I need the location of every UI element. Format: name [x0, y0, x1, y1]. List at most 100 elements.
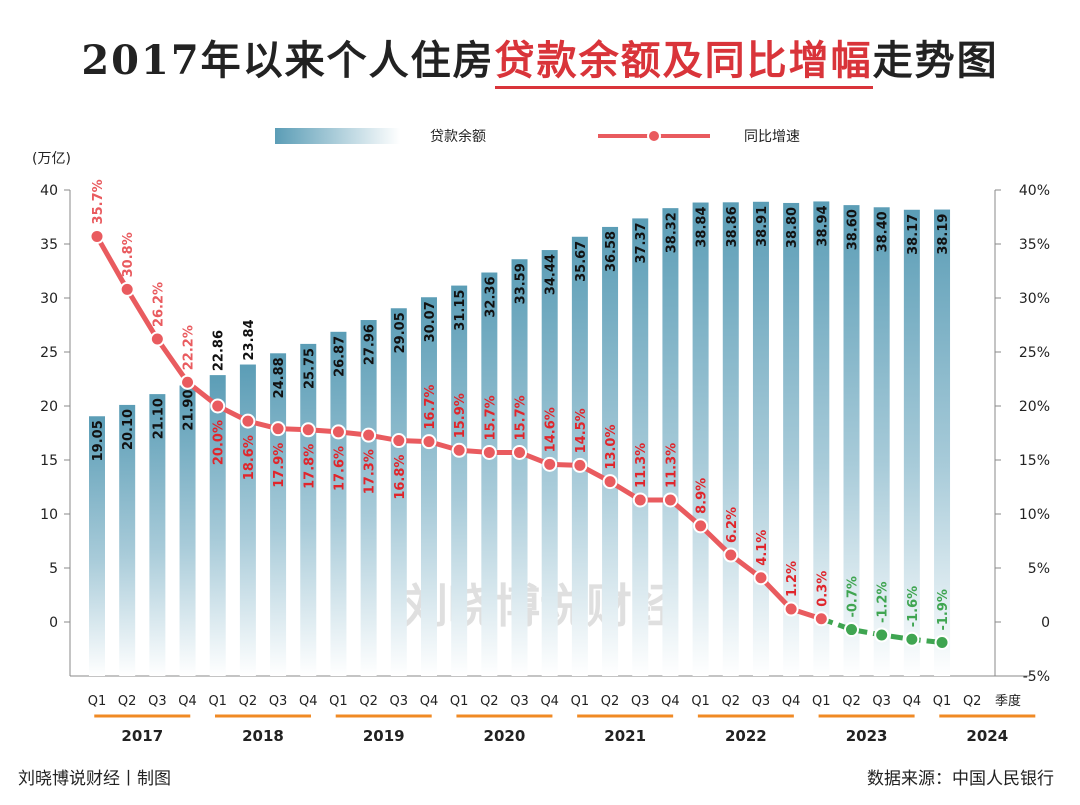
bar-value-label: 21.90: [182, 389, 197, 430]
growth-value-label: 0.3%: [815, 571, 830, 607]
bar-value-label: 32.36: [483, 277, 498, 318]
year-label: 2022: [725, 727, 767, 745]
growth-marker: [89, 228, 105, 244]
legend-bar-label: 贷款余额: [430, 128, 486, 145]
growth-value-label: 4.1%: [755, 530, 770, 566]
growth-marker: [300, 422, 316, 438]
growth-marker: [632, 492, 648, 508]
growth-marker: [542, 456, 558, 472]
growth-value-label: 35.7%: [91, 179, 106, 224]
growth-value-label: 15.9%: [453, 393, 468, 438]
growth-value-label: 14.5%: [574, 408, 589, 453]
growth-marker: [572, 457, 588, 473]
bar-value-label: 38.60: [846, 209, 861, 250]
bar-value-label: 30.07: [423, 301, 438, 342]
growth-marker: [753, 570, 769, 586]
quarter-label: Q3: [872, 694, 891, 709]
bar-value-label: 22.86: [212, 330, 227, 371]
growth-value-label: 26.2%: [151, 282, 166, 327]
quarter-label: Q3: [752, 694, 771, 709]
left-tick-label: 5: [49, 561, 58, 577]
legend-line-label: 同比增速: [744, 129, 800, 145]
bar: [813, 201, 830, 676]
bar-value-label: 20.10: [121, 409, 136, 450]
right-tick-label: 30%: [1019, 291, 1050, 307]
bar-value-label: 38.40: [876, 211, 891, 252]
left-tick-label: 40: [40, 183, 58, 199]
growth-value-label: 20.0%: [212, 420, 227, 465]
legend-bar-swatch: [275, 128, 400, 144]
bar-value-label: 38.84: [695, 207, 710, 248]
quarter-label: Q4: [178, 694, 197, 709]
quarter-label: Q1: [329, 694, 348, 709]
growth-marker: [119, 281, 135, 297]
growth-value-label: -1.9%: [936, 589, 951, 630]
bar-value-label: 37.37: [634, 222, 649, 263]
growth-value-label: 16.8%: [393, 455, 408, 500]
bar-value-label: 38.94: [815, 205, 830, 246]
growth-marker: [391, 433, 407, 449]
quarter-label: Q3: [631, 694, 650, 709]
bar: [149, 394, 166, 676]
bar: [481, 272, 498, 676]
quarter-label: Q2: [118, 694, 137, 709]
bar: [632, 218, 649, 677]
left-tick-label: 15: [40, 453, 58, 469]
quarter-label: Q4: [782, 694, 801, 709]
quarter-label: Q1: [208, 694, 227, 709]
bar-value-label: 26.87: [332, 336, 347, 377]
quarter-label: Q1: [571, 694, 590, 709]
bar: [571, 236, 588, 676]
bar: [843, 205, 860, 676]
bar-value-label: 34.44: [544, 254, 559, 295]
right-tick-label: 15%: [1019, 453, 1050, 469]
growth-value-label: 22.2%: [182, 325, 197, 370]
quarter-label: Q2: [480, 694, 499, 709]
growth-value-label: 17.8%: [302, 444, 317, 489]
title-part: 走势图: [872, 37, 999, 84]
quarter-label: Q1: [450, 694, 469, 709]
title-part: 2017年以来个人住房: [81, 37, 495, 84]
growth-marker: [270, 421, 286, 437]
watermark: 刘晓博说财经: [402, 579, 678, 633]
quarter-label: Q3: [510, 694, 529, 709]
growth-value-label: 15.7%: [483, 395, 498, 440]
quarter-label: Q2: [601, 694, 620, 709]
growth-value-label: -0.7%: [846, 576, 861, 617]
year-label: 2024: [966, 727, 1008, 745]
footer-credit: 刘晓博说财经丨制图: [18, 769, 171, 789]
bar-value-label: 27.96: [363, 324, 378, 365]
growth-value-label: 17.3%: [363, 449, 378, 494]
left-tick-label: 20: [40, 399, 58, 415]
year-label: 2018: [242, 727, 284, 745]
growth-marker: [874, 627, 890, 643]
bar: [752, 201, 769, 676]
growth-marker: [723, 547, 739, 563]
year-label: 2019: [363, 727, 405, 745]
right-tick-label: 20%: [1019, 399, 1050, 415]
bar: [511, 259, 528, 676]
bar: [330, 331, 347, 676]
right-tick-label: 5%: [1028, 561, 1050, 577]
growth-marker: [481, 444, 497, 460]
growth-value-label: 30.8%: [121, 232, 136, 277]
bar: [420, 297, 437, 676]
quarter-label: Q4: [299, 694, 318, 709]
growth-value-label: 17.9%: [272, 443, 287, 488]
bar: [722, 202, 739, 676]
bar-value-label: 38.86: [725, 206, 740, 247]
bar-value-label: 21.10: [151, 398, 166, 439]
quarter-label: Q1: [691, 694, 710, 709]
bar-value-label: 38.19: [936, 214, 951, 255]
year-label: 2023: [846, 727, 888, 745]
year-label: 2020: [484, 727, 526, 745]
growth-marker: [421, 434, 437, 450]
growth-value-label: 8.9%: [695, 478, 710, 514]
growth-value-label: 11.3%: [634, 443, 649, 488]
bar: [270, 353, 287, 676]
left-tick-label: 30: [40, 291, 58, 307]
quarter-label: Q2: [359, 694, 378, 709]
growth-marker: [210, 398, 226, 414]
bar-value-label: 36.58: [604, 231, 619, 272]
bar-value-label: 38.32: [664, 212, 679, 253]
